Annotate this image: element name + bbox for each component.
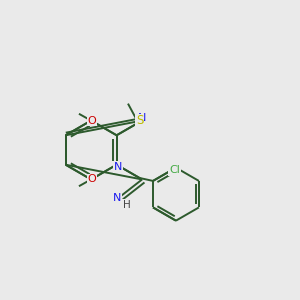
Text: Cl: Cl (169, 165, 180, 175)
Text: H: H (123, 200, 131, 210)
Text: S: S (136, 115, 143, 128)
Text: N: N (114, 162, 122, 172)
Text: N: N (113, 193, 121, 202)
Text: O: O (88, 116, 97, 126)
Text: O: O (88, 174, 97, 184)
Text: N: N (138, 113, 146, 123)
